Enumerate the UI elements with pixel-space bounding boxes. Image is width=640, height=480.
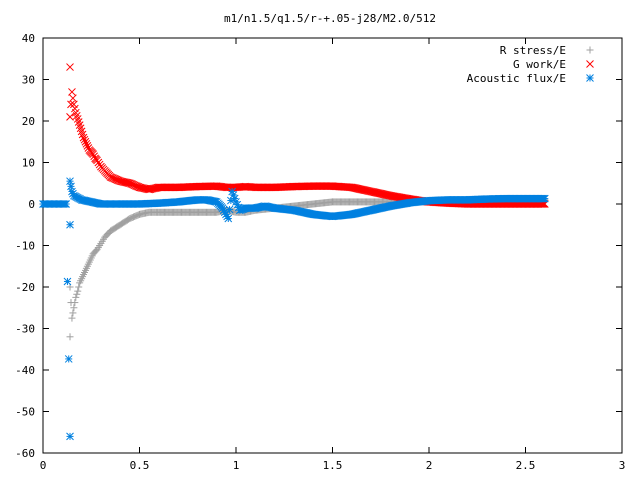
series-1 (66, 196, 549, 341)
y-tick-label: -30 (15, 323, 35, 336)
data-point (225, 205, 234, 214)
data-point (80, 135, 89, 144)
data-point (540, 194, 549, 203)
data-point (63, 277, 72, 286)
data-point (66, 333, 74, 341)
y-tick-label: -20 (15, 281, 35, 294)
data-point (81, 137, 90, 146)
data-point (89, 150, 98, 159)
x-tick-label: 1 (233, 459, 240, 472)
data-point (74, 287, 82, 295)
x-tick-label: 0.5 (130, 459, 150, 472)
y-tick-label: -10 (15, 240, 35, 253)
data-point (93, 156, 101, 165)
x-tick-label: 0 (40, 459, 47, 472)
axis-ticks: 0 0.5 1 1.5 2 2.5 3 40 30 20 10 0 -10 -20 -30 -40 -50 -60 (15, 32, 625, 472)
y-tick-label: -60 (15, 447, 35, 460)
data-point (79, 133, 88, 142)
data-point (69, 309, 77, 317)
data-point (72, 293, 80, 301)
data-point (71, 299, 79, 307)
data-point (66, 220, 74, 229)
data-point (95, 160, 104, 169)
data-point (224, 214, 233, 223)
y-tick-label: 30 (22, 74, 35, 87)
series-3 (39, 177, 549, 441)
data-point (62, 200, 71, 208)
data-point (83, 142, 92, 150)
y-tick-label: 0 (28, 198, 35, 211)
y-tick-label: -40 (15, 364, 35, 377)
legend-marker (586, 46, 594, 54)
data-point (66, 432, 74, 441)
plot-frame (42, 37, 623, 454)
y-tick-label: 40 (22, 32, 35, 45)
y-tick-label: -50 (15, 406, 35, 419)
x-tick-label: 1.5 (323, 459, 343, 472)
series-2 (66, 63, 549, 208)
y-tick-label: 20 (22, 115, 35, 128)
data-point (75, 283, 83, 291)
legend-marker (586, 74, 594, 82)
data-point (68, 88, 76, 96)
x-tick-label: 2 (426, 459, 433, 472)
data-point (69, 94, 77, 103)
data-point (68, 314, 76, 322)
data-point (66, 63, 74, 71)
data-point (94, 158, 103, 167)
legend-label: R stress/E (500, 44, 566, 57)
y-tick-label: 10 (22, 157, 35, 170)
series-layer (39, 63, 549, 441)
data-point (70, 304, 78, 312)
x-tick-label: 2.5 (516, 459, 536, 472)
legend-marker (586, 60, 594, 68)
legend-label: G work/E (513, 58, 566, 71)
legend-label: Acoustic flux/E (467, 72, 566, 85)
data-point (73, 290, 81, 298)
data-point (64, 355, 73, 363)
data-point (66, 112, 74, 121)
x-tick-label: 3 (619, 459, 626, 472)
chart-title: m1/n1.5/q1.5/r-+.05-j28/M2.0/512 (224, 12, 436, 25)
data-point (82, 139, 91, 148)
